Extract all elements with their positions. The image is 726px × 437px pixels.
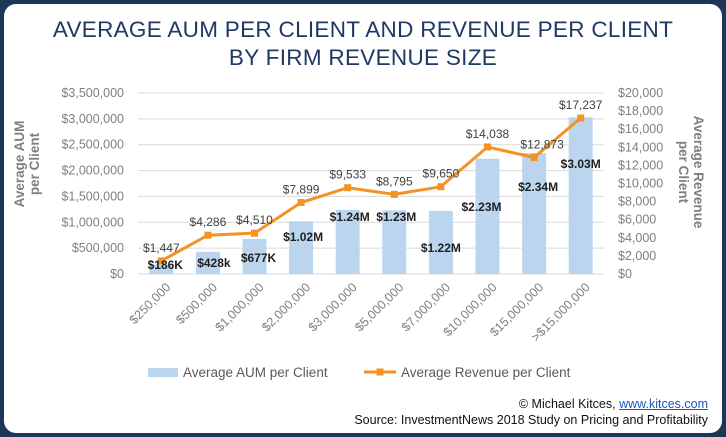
revenue-marker — [484, 143, 491, 151]
aum-data-label: $3.03M — [561, 157, 601, 171]
revenue-marker — [530, 153, 538, 161]
right-tick-label: $18,000 — [618, 104, 663, 118]
revenue-data-label: $4,286 — [190, 215, 227, 229]
left-axis-title: Average AUMper Client — [12, 121, 42, 208]
legend-swatch-aum — [148, 368, 178, 377]
x-tick-label: $2,000,000 — [259, 280, 313, 334]
right-axis-title: Average Revenueper Client — [676, 116, 706, 229]
title-line-1: AVERAGE AUM PER CLIENT AND REVENUE PER C… — [52, 17, 674, 42]
aum-bar — [242, 238, 267, 274]
revenue-marker — [251, 229, 258, 237]
aum-bar — [335, 209, 360, 274]
right-axis-ticks: $0 $2,000 $4,000 $6,000 $8,000 $10,000 $12,000… — [618, 86, 663, 281]
aum-data-label: $677K — [241, 251, 277, 265]
right-tick-label: $12,000 — [618, 158, 663, 172]
left-tick-label: $1,000,000 — [61, 215, 124, 229]
left-tick-label: $1,500,000 — [61, 189, 124, 203]
combo-chart: $0$500,000$1,000,000$1,500,000$2,000,000… — [12, 86, 706, 380]
aum-data-label: $428k — [197, 256, 231, 270]
legend-marker-revenue — [376, 368, 384, 376]
revenue-data-label: $14,038 — [466, 127, 510, 141]
title-line-2: BY FIRM REVENUE SIZE — [228, 45, 498, 70]
aum-bar — [428, 210, 453, 274]
left-axis-ticks: $0 $500,000 $1,000,000 $1,500,000 $2,000,000… — [61, 86, 124, 281]
right-tick-label: $2,000 — [618, 249, 656, 263]
axis-titles: Average AUMper Client Average Revenueper … — [12, 116, 706, 229]
right-axis-title-line-1: Average Revenue — [691, 116, 706, 229]
revenue-marker — [204, 231, 212, 239]
aum-data-label: $1.22M — [421, 241, 461, 255]
legend-label-aum: Average AUM per Client — [183, 365, 328, 380]
aum-data-label: $2.23M — [461, 200, 501, 214]
right-tick-label: $8,000 — [618, 195, 656, 209]
left-tick-label: $2,500,000 — [61, 138, 124, 152]
revenue-marker — [577, 114, 585, 122]
revenue-data-label: $8,795 — [376, 174, 413, 188]
revenue-marker — [437, 183, 445, 191]
kitces-link[interactable]: www.kitces.com — [619, 397, 708, 411]
left-tick-label: $3,500,000 — [61, 86, 124, 100]
legend-label-revenue: Average Revenue per Client — [401, 365, 571, 380]
revenue-data-label: $1,447 — [143, 241, 180, 255]
left-axis-title-line-1: Average AUM — [12, 121, 27, 208]
revenue-data-label: $9,650 — [423, 167, 460, 181]
right-tick-label: $0 — [618, 267, 632, 281]
right-tick-label: $4,000 — [618, 231, 656, 245]
right-tick-label: $10,000 — [618, 177, 663, 191]
aum-bar — [289, 221, 314, 274]
aum-bar — [149, 264, 174, 274]
aum-data-label: $186K — [148, 258, 184, 272]
aum-bar — [475, 158, 500, 274]
aum-data-label: $1.24M — [330, 210, 370, 224]
credit-line: © Michael Kitces, www.kitces.com — [519, 397, 708, 411]
left-tick-label: $500,000 — [72, 241, 124, 255]
x-tick-label: $1,000,000 — [212, 280, 266, 334]
revenue-marker — [157, 257, 165, 265]
revenue-data-label: $4,510 — [236, 213, 273, 227]
revenue-data-label: $12,873 — [520, 137, 564, 151]
x-tick-label: $250,000 — [127, 280, 174, 327]
aum-bar — [195, 251, 220, 274]
aum-data-labels: $186K $428k $677K $1.02M $1.24M $1.23M $1.22M $… — [148, 157, 601, 272]
aum-bar — [382, 210, 407, 274]
aum-bar — [568, 117, 593, 274]
right-axis-title-line-2: per Client — [676, 141, 691, 204]
revenue-marker — [390, 190, 398, 198]
x-tick-label: $5,000,000 — [352, 280, 406, 334]
aum-data-label: $2.34M — [518, 180, 558, 194]
left-axis-title-line-2: per Client — [27, 132, 42, 195]
right-tick-label: $20,000 — [618, 86, 663, 100]
legend: Average AUM per Client Average Revenue pe… — [148, 365, 571, 380]
aum-data-label: $1.02M — [283, 230, 323, 244]
right-tick-label: $14,000 — [618, 140, 663, 154]
credit-text: © Michael Kitces, — [518, 397, 616, 411]
right-tick-label: $16,000 — [618, 122, 663, 136]
revenue-data-labels: $1,447 $4,286 $4,510 $7,899 $9,533 $8,795 $9,6… — [143, 98, 603, 255]
revenue-marker — [297, 199, 305, 207]
left-tick-label: $0 — [110, 267, 124, 281]
aum-bar — [522, 152, 547, 274]
aum-data-label: $1.23M — [376, 210, 416, 224]
left-tick-label: $3,000,000 — [61, 112, 124, 126]
x-tick-label: $3,000,000 — [306, 280, 360, 334]
right-tick-label: $6,000 — [618, 213, 656, 227]
revenue-data-label: $7,899 — [283, 183, 320, 197]
left-tick-label: $2,000,000 — [61, 164, 124, 178]
x-tick-label: $500,000 — [173, 280, 220, 327]
revenue-series-line — [160, 116, 582, 263]
revenue-data-label: $17,237 — [559, 98, 603, 112]
chart-card: AVERAGE AUM PER CLIENT AND REVENUE PER C… — [4, 4, 722, 433]
source-line: Source: InvestmentNews 2018 Study on Pri… — [354, 413, 708, 427]
revenue-line — [157, 114, 585, 265]
revenue-marker — [344, 184, 352, 192]
aum-bars — [149, 117, 593, 274]
revenue-data-label: $9,533 — [329, 168, 366, 182]
x-axis-ticks: $250,000 $500,000$1,000,000$2,000,000$3,0… — [127, 280, 593, 344]
chart-title: AVERAGE AUM PER CLIENT AND REVENUE PER C… — [4, 16, 722, 72]
